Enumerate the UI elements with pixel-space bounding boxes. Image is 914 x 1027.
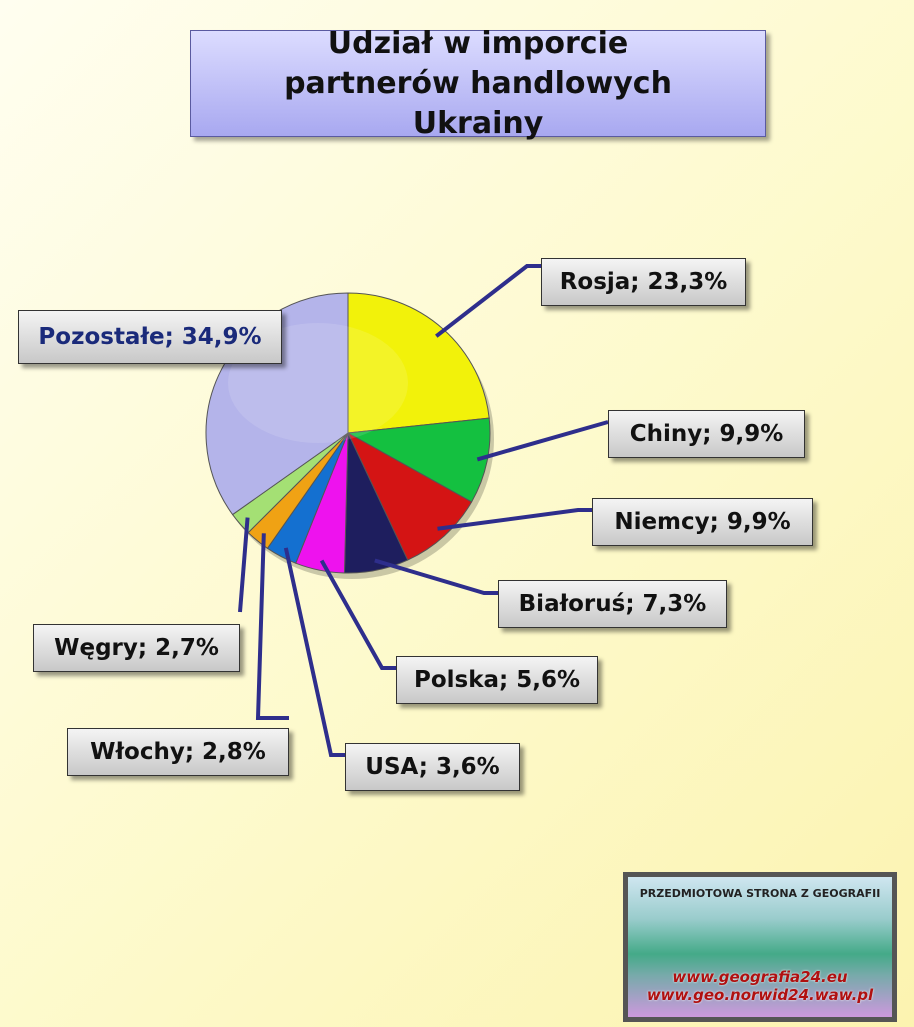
data-label: Włochy; 2,8% (67, 728, 289, 776)
leader-line (286, 548, 345, 755)
leader-line (240, 518, 248, 612)
logo: PRZEDMIOTOWA STRONA Z GEOGRAFII www.geog… (623, 872, 897, 1022)
data-label: Chiny; 9,9% (608, 410, 805, 458)
logo-heading: PRZEDMIOTOWA STRONA Z GEOGRAFII (628, 887, 892, 900)
data-label: USA; 3,6% (345, 743, 520, 791)
logo-line: www.geo.norwid24.waw.pl (628, 986, 892, 1004)
logo-line: www.geografia24.eu (628, 968, 892, 986)
data-label: Pozostałe; 34,9% (18, 310, 282, 364)
data-label: Rosja; 23,3% (541, 258, 746, 306)
data-label: Polska; 5,6% (396, 656, 598, 704)
slide: Udział w imporcie partnerów handlowych U… (0, 0, 914, 1027)
data-label: Niemcy; 9,9% (592, 498, 813, 546)
leader-line (477, 422, 608, 459)
data-label: Białoruś; 7,3% (498, 580, 727, 628)
leader-line (436, 266, 541, 336)
data-label: Węgry; 2,7% (33, 624, 240, 672)
leader-line (375, 560, 498, 593)
